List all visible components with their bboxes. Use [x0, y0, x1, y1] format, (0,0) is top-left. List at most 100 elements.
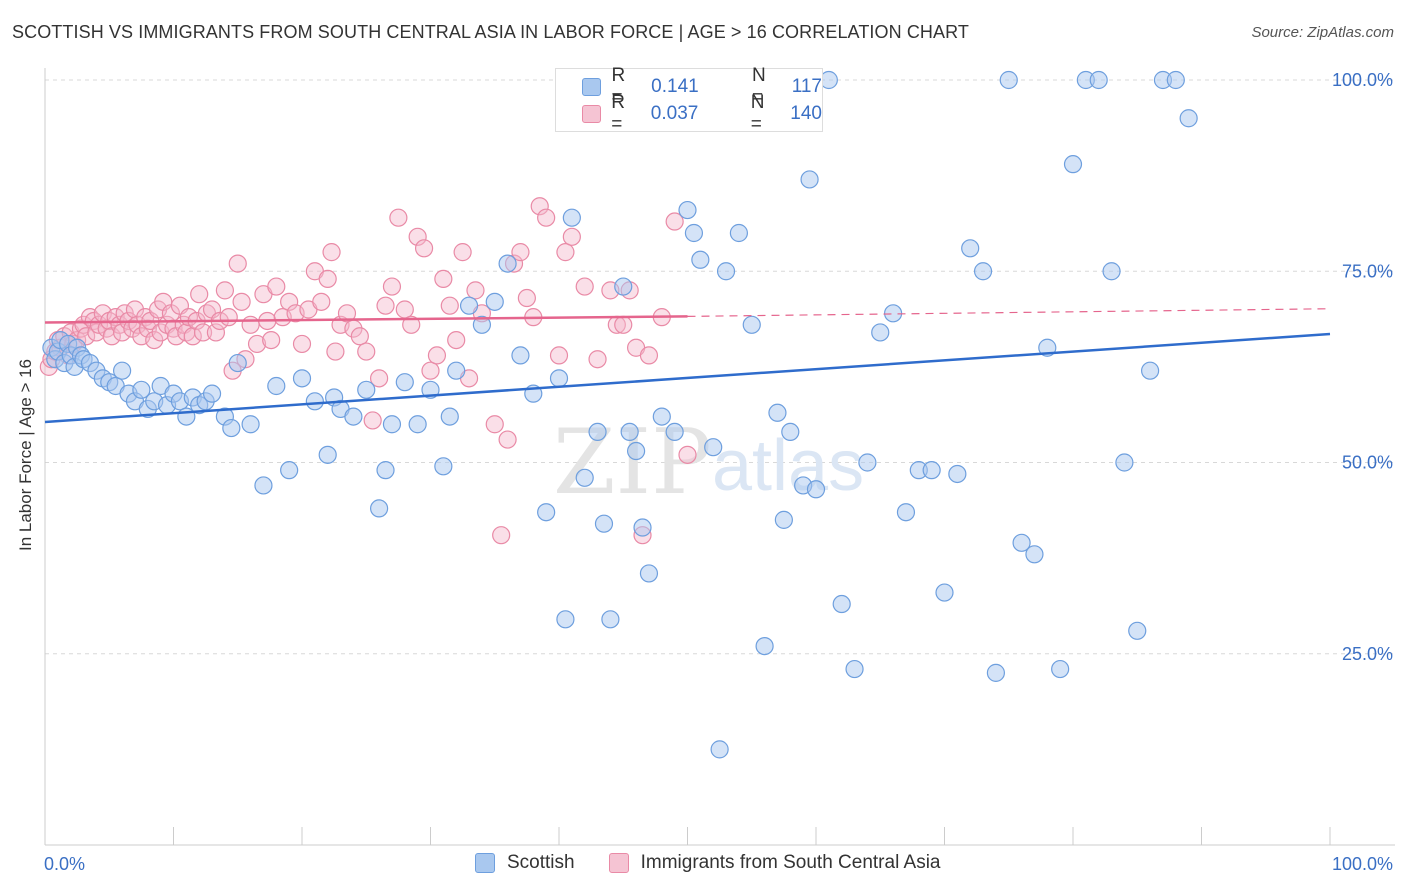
data-point-scottish [755, 636, 774, 656]
data-point-scottish [832, 594, 851, 614]
data-point-immigrants [370, 369, 389, 388]
data-point-scottish [858, 453, 877, 472]
data-point-immigrants [318, 269, 337, 288]
data-point-scottish [511, 346, 530, 365]
data-point-immigrants [639, 346, 659, 365]
data-point-immigrants [262, 331, 281, 350]
data-point-scottish [292, 369, 312, 388]
data-point-scottish [537, 503, 556, 522]
axes [44, 68, 1395, 846]
data-point-scottish [1102, 262, 1121, 281]
data-point-immigrants [395, 300, 414, 319]
legend-row-scottish: R = 0.141 N = 117 [582, 65, 822, 108]
data-point-scottish [691, 250, 710, 269]
data-point-immigrants [292, 334, 312, 354]
trend-line-scottish [44, 332, 1331, 424]
data-point-immigrants [614, 315, 633, 334]
data-point-immigrants [389, 208, 408, 227]
data-point-immigrants [421, 361, 440, 380]
data-point-scottish [357, 380, 376, 399]
series-scottish-points [42, 70, 1198, 759]
data-point-scottish [370, 499, 389, 518]
data-point-immigrants [447, 331, 466, 350]
data-point-scottish [305, 392, 324, 411]
data-point-scottish [601, 610, 620, 629]
trend-line-immigrants [44, 315, 688, 324]
data-point-scottish [594, 514, 614, 533]
data-point-scottish [710, 740, 729, 759]
data-point-scottish [704, 438, 723, 457]
stats-legend: R = 0.141 N = 117 R = 0.037 N = 140 [555, 65, 823, 135]
legend-swatch-scottish [582, 78, 602, 96]
data-point-immigrants [376, 296, 395, 315]
chart-title: SCOTTISH VS IMMIGRANTS FROM SOUTH CENTRA… [12, 22, 969, 42]
data-point-scottish [434, 457, 453, 476]
data-point-immigrants [363, 411, 382, 430]
data-point-immigrants [562, 227, 581, 246]
legend-label-scottish: Scottish [507, 852, 575, 873]
legend-item-scottish[interactable]: Scottish [475, 852, 575, 874]
data-point-immigrants [517, 288, 536, 308]
data-point-immigrants [215, 281, 234, 300]
data-point-scottish [267, 376, 286, 396]
data-point-immigrants [219, 308, 238, 327]
data-point-scottish [254, 476, 273, 495]
data-point-scottish [280, 461, 299, 480]
data-point-immigrants [350, 327, 369, 346]
x-tick-label-max: 100.0% [1332, 854, 1393, 874]
legend-item-immigrants[interactable]: Immigrants from South Central Asia [608, 852, 940, 874]
data-point-scottish [742, 315, 761, 334]
data-point-immigrants [427, 346, 447, 365]
data-point-immigrants [665, 212, 684, 231]
legend-n-value: 117 [791, 76, 822, 97]
data-point-scottish [652, 407, 671, 426]
data-point-scottish [781, 422, 800, 441]
data-point-scottish [716, 262, 736, 281]
data-point-scottish [472, 315, 491, 334]
tick-labels: 25.0% 50.0% 75.0% 100.0% 0.0% 100.0% [44, 70, 1393, 874]
data-point-immigrants [190, 285, 209, 304]
data-point-scottish [112, 361, 132, 380]
data-point-scottish [620, 422, 639, 441]
data-point-scottish [729, 223, 749, 243]
data-point-scottish [459, 296, 479, 315]
legend-n-value: 140 [790, 103, 822, 124]
data-point-immigrants [125, 300, 145, 319]
data-point-immigrants [183, 327, 202, 346]
data-point-scottish [132, 380, 151, 399]
data-point-scottish [665, 422, 684, 441]
data-point-immigrants [337, 304, 357, 323]
legend-r-value: 0.037 [650, 103, 699, 124]
data-point-immigrants [537, 208, 556, 227]
data-point-scottish [562, 208, 581, 227]
data-point-immigrants [322, 243, 341, 262]
data-point-scottish [626, 441, 646, 461]
data-point-scottish [768, 403, 787, 422]
data-point-immigrants [228, 254, 247, 273]
data-point-immigrants [440, 296, 459, 315]
data-point-immigrants [498, 430, 517, 449]
legend-r-value: 0.141 [651, 76, 699, 97]
series-immigrants-points [39, 197, 697, 545]
data-point-scottish [896, 503, 916, 522]
data-point-immigrants [549, 346, 569, 365]
data-point-scottish [1012, 533, 1031, 552]
data-point-immigrants [357, 342, 376, 361]
trend-lines [44, 308, 1331, 424]
data-point-scottish [774, 510, 793, 529]
data-point-scottish [241, 415, 260, 434]
data-point-scottish [498, 254, 517, 273]
legend-n-label: N = [751, 65, 766, 108]
data-point-scottish [549, 369, 569, 388]
data-point-scottish [800, 170, 819, 189]
data-point-immigrants [466, 281, 485, 300]
data-point-immigrants [453, 243, 472, 262]
legend-swatch-immigrants [582, 105, 602, 123]
data-point-immigrants [530, 197, 549, 216]
data-point-immigrants [575, 277, 594, 296]
data-point-scottish [228, 353, 247, 373]
legend-row-immigrants: R = 0.037 N = 140 [582, 92, 822, 135]
data-point-scottish [986, 663, 1006, 682]
data-point-immigrants [402, 315, 421, 334]
